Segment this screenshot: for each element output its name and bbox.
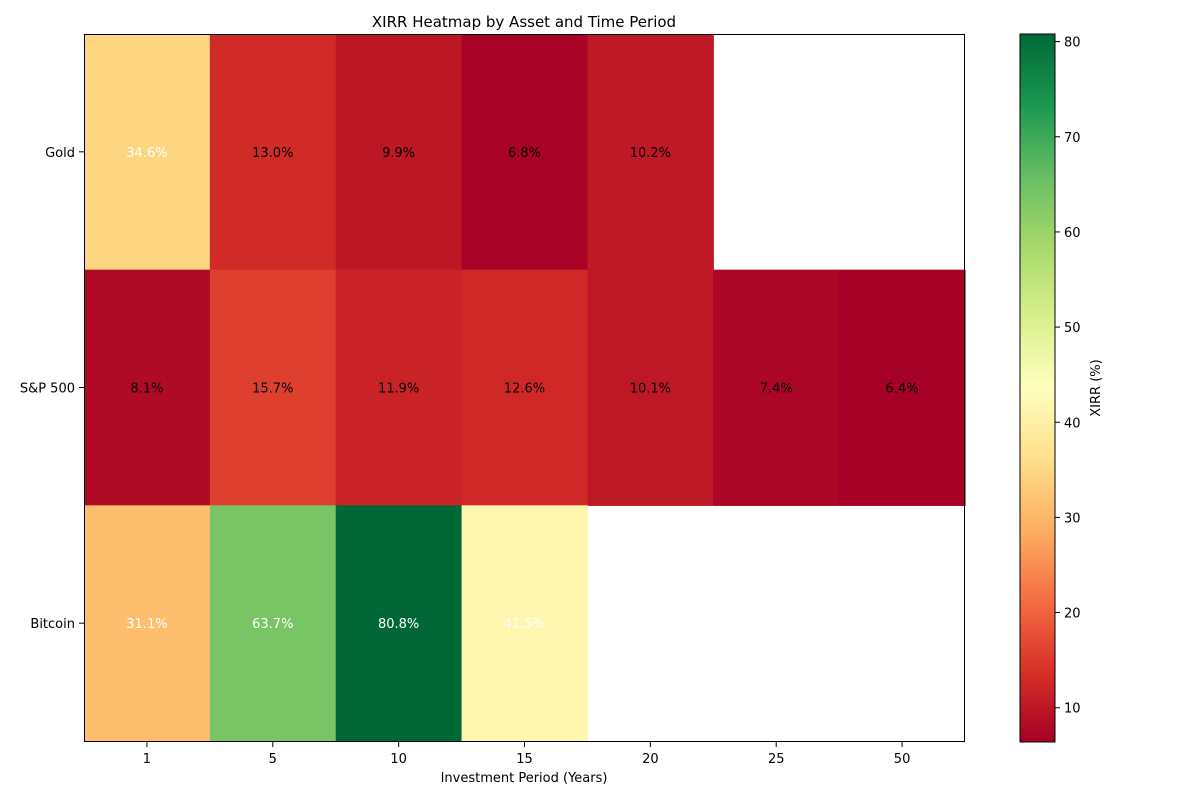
x-axis-label: Investment Period (Years)	[441, 771, 608, 786]
heatmap-cell	[335, 269, 463, 506]
heatmap-cell	[713, 269, 840, 506]
colorbar-tick-label: 50	[1064, 321, 1081, 336]
x-tick-label: 20	[642, 752, 659, 767]
cell-value-label: 63.7%	[252, 617, 293, 632]
colorbar-tick-label: 40	[1064, 416, 1081, 431]
x-tick-label: 50	[894, 752, 911, 767]
x-axis: 1 5 10 15 20 25 50	[143, 742, 911, 767]
colorbar-tick-label: 20	[1064, 607, 1081, 622]
heatmap-cell	[84, 505, 211, 742]
cell-value-label: 10.2%	[630, 146, 671, 161]
y-axis: Gold S&P 500 Bitcoin	[20, 146, 84, 632]
x-tick-label: 10	[390, 752, 407, 767]
cell-value-label: 6.8%	[508, 146, 541, 161]
cell-value-label: 6.4%	[886, 382, 919, 397]
y-tick-label: Bitcoin	[30, 617, 75, 632]
cell-value-label: 7.4%	[760, 382, 793, 397]
heatmap-cell	[209, 34, 337, 271]
x-tick-label: 1	[143, 752, 151, 767]
colorbar-tick-label: 60	[1064, 226, 1081, 241]
colorbar-tick-label: 80	[1064, 36, 1081, 51]
plot-frame	[84, 34, 965, 742]
cell-value-label: 10.1%	[630, 382, 671, 397]
heatmap-cell	[84, 34, 211, 271]
colorbar	[1019, 33, 1056, 743]
y-tick-label: S&P 500	[20, 382, 75, 397]
heatmap-cell	[461, 269, 589, 506]
heatmap-cell	[84, 269, 211, 506]
colorbar-tick-label: 70	[1064, 131, 1081, 146]
heatmap-cell	[839, 269, 966, 506]
colorbar-tick-label: 10	[1064, 702, 1081, 717]
cell-value-label: 12.6%	[504, 382, 545, 397]
colorbar-ticks: 10 20 30 40 50 60 70 80	[1055, 36, 1081, 717]
cell-value-label: 13.0%	[252, 146, 293, 161]
heatmap-cell	[209, 505, 337, 742]
cell-value-label: 41.5%	[504, 617, 545, 632]
x-tick-label: 25	[768, 752, 785, 767]
colorbar-tick-label: 30	[1064, 511, 1081, 526]
cell-value-label: 34.6%	[126, 146, 167, 161]
cell-value-label: 9.9%	[382, 146, 415, 161]
heatmap-cell	[335, 505, 463, 742]
heatmap-cell	[461, 34, 589, 271]
heatmap-cell-labels: 34.6% 13.0% 9.9% 6.8% 10.2% 8.1% 15.7% 11.9% 12.…	[126, 146, 918, 632]
cell-value-label: 31.1%	[126, 617, 167, 632]
x-tick-label: 5	[269, 752, 277, 767]
cell-value-label: 8.1%	[130, 382, 163, 397]
y-tick-label: Gold	[45, 146, 75, 161]
heatmap-cells	[84, 34, 966, 742]
cell-value-label: 11.9%	[378, 382, 419, 397]
x-tick-label: 15	[516, 752, 533, 767]
heatmap-cell	[587, 269, 714, 506]
heatmap-cell	[335, 34, 463, 271]
cell-value-label: 15.7%	[252, 382, 293, 397]
heatmap-cell	[209, 269, 337, 506]
heatmap-cell	[587, 34, 714, 271]
chart-title: XIRR Heatmap by Asset and Time Period	[372, 13, 676, 31]
cell-value-label: 80.8%	[378, 617, 419, 632]
heatmap-cell	[461, 505, 589, 742]
colorbar-label: XIRR (%)	[1089, 359, 1104, 416]
